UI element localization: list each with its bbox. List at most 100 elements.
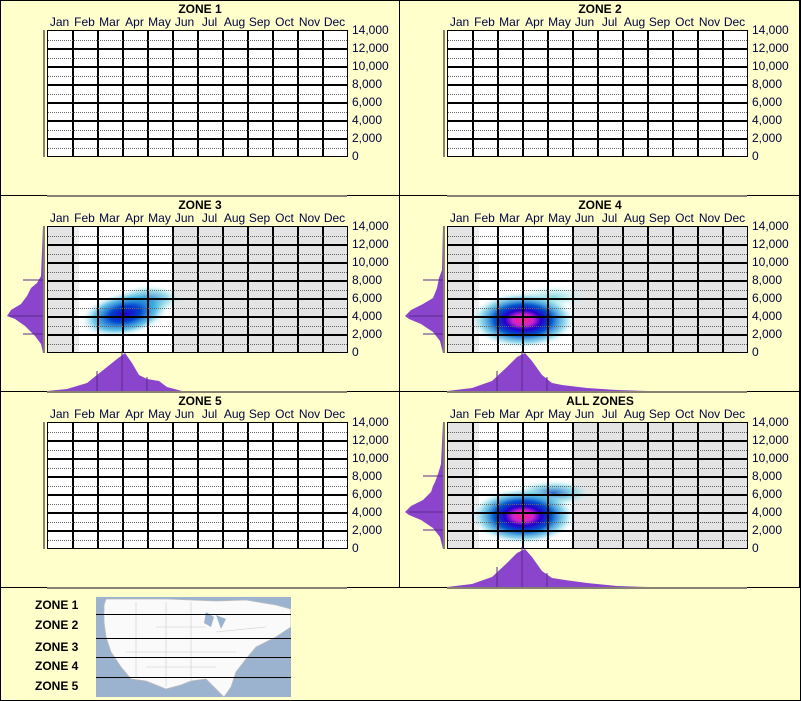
grid-line (48, 476, 347, 478)
left-axis-bar (443, 422, 445, 549)
month-label: Sep (648, 211, 671, 225)
grid-line (72, 423, 74, 548)
plot-area (447, 226, 748, 353)
y-tick-label: 2,000 (752, 131, 783, 145)
y-tick-label: 6,000 (352, 291, 383, 305)
grid-line (48, 316, 347, 318)
grid-line (472, 227, 474, 352)
y-tick-label: 2,000 (352, 131, 383, 145)
inactive-month-shade (473, 423, 479, 548)
panel-title: ZONE 2 (578, 2, 622, 16)
y-tick-label: 4,000 (352, 113, 383, 127)
month-label: Oct (275, 407, 294, 421)
grid-line (647, 423, 649, 548)
grid-line (448, 512, 747, 514)
grid-line (147, 227, 149, 352)
grid-line (448, 84, 747, 86)
minor-grid-line (448, 290, 747, 291)
grid-line (322, 423, 324, 548)
legend-zone-4: ZONE 4 (35, 659, 79, 673)
grid-line (322, 31, 324, 156)
y-tick-label: 4,000 (752, 113, 783, 127)
grid-line (547, 31, 549, 156)
zone-boundary-line (96, 638, 291, 639)
grid-line (48, 102, 347, 104)
minor-grid-line (48, 272, 347, 273)
minor-grid-line (48, 522, 347, 523)
minor-grid-line (48, 432, 347, 433)
grid-line (97, 227, 99, 352)
bottom-axis-bar (447, 391, 747, 393)
legend-zone-1: ZONE 1 (35, 598, 79, 612)
minor-grid-line (48, 504, 347, 505)
zone-legend: ZONE 1 ZONE 2 ZONE 3 ZONE 4 ZONE 5 (0, 589, 801, 701)
bottom-axis-bar (447, 195, 747, 197)
month-axis: Jan Feb Mar Apr May Jun Jul Aug Sep Oct Nov Dec (447, 407, 747, 421)
grid-line (297, 227, 299, 352)
grid-line (272, 423, 274, 548)
minor-grid-line (448, 148, 747, 149)
month-label: Apr (125, 407, 144, 421)
minor-grid-line (48, 236, 347, 237)
legend-zone-2: ZONE 2 (35, 618, 79, 632)
y-tick-label: 4,000 (352, 505, 383, 519)
chart-panel-5: ZONE 5 Jan Feb Mar Apr May Jun Jul Aug Sep Oct Nov… (0, 392, 400, 589)
month-label: Sep (648, 407, 671, 421)
month-label: Nov (698, 211, 721, 225)
grid-line (247, 227, 249, 352)
month-label: Jan (49, 15, 70, 29)
minor-grid-line (448, 450, 747, 451)
grid-line (147, 31, 149, 156)
panel-title: ZONE 1 (178, 2, 222, 16)
grid-line (197, 423, 199, 548)
minor-grid-line (448, 272, 747, 273)
month-density-curve (447, 547, 647, 587)
month-label: Nov (298, 407, 321, 421)
grid-line (672, 31, 674, 156)
month-density-curve (47, 351, 182, 391)
month-label: Jul (601, 15, 618, 29)
minor-grid-line (48, 290, 347, 291)
zone-map (96, 597, 291, 697)
month-label: Jan (49, 407, 70, 421)
grid-line (448, 138, 747, 140)
y-tick-label: 0 (352, 541, 359, 555)
panel-title: ZONE 3 (178, 198, 222, 212)
minor-grid-line (48, 76, 347, 77)
grid-line (597, 31, 599, 156)
month-label: May (548, 407, 571, 421)
month-label: May (548, 15, 571, 29)
month-label: Feb (74, 407, 95, 421)
grid-line (97, 31, 99, 156)
zone-boundary-line (96, 677, 291, 678)
grid-line (622, 227, 624, 352)
grid-line (48, 48, 347, 50)
month-label: Jan (449, 211, 470, 225)
month-label: Dec (323, 15, 346, 29)
grid-line (48, 440, 347, 442)
bottom-axis-bar (47, 391, 347, 393)
plot-area (47, 422, 348, 549)
grid-line (647, 31, 649, 156)
left-axis-bar (43, 226, 45, 353)
inactive-month-shade (448, 227, 473, 352)
month-label: Mar (499, 407, 520, 421)
left-axis-bar (43, 422, 45, 549)
grid-line (48, 120, 347, 122)
month-label: Sep (248, 15, 271, 29)
y-tick-label: 12,000 (352, 237, 389, 251)
minor-grid-line (448, 432, 747, 433)
grid-line (547, 423, 549, 548)
plot-area (447, 30, 748, 157)
grid-line (48, 494, 347, 496)
grid-line (222, 227, 224, 352)
panel-title: ZONE 4 (578, 198, 622, 212)
month-label: Feb (474, 407, 495, 421)
grid-line (48, 262, 347, 264)
inactive-month-shade (573, 227, 747, 352)
elevation-density-curve (7, 226, 43, 353)
bottom-axis-bar (47, 587, 347, 589)
month-label: Aug (223, 211, 246, 225)
minor-grid-line (48, 254, 347, 255)
grid-line (697, 31, 699, 156)
